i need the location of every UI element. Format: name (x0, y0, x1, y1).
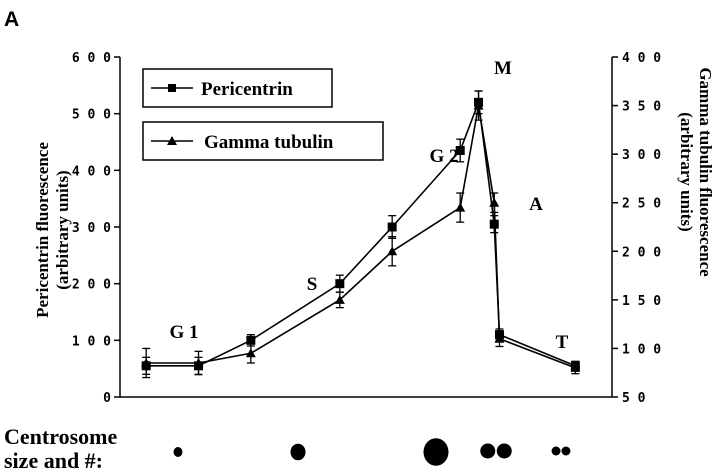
phase-label: M (494, 58, 512, 79)
phase-label: S (307, 274, 318, 295)
left-axis-ticks: 0 1 0 0 2 0 0 3 0 0 4 0 0 5 0 0 6 0 0 (72, 51, 120, 406)
axes (119, 57, 613, 398)
gamma-tubulin-point (489, 197, 500, 207)
centrosome-dot (173, 447, 183, 457)
gamma-tubulin-point (245, 348, 256, 358)
gamma-tubulin-point (387, 246, 398, 256)
series-line-gamma-tubulin (146, 105, 576, 369)
left-axis-title: Pericentrin fluorescence (arbitrary unit… (33, 142, 72, 318)
left-tick-label: 2 0 0 (72, 278, 111, 293)
gamma-tubulin-point (455, 202, 466, 212)
right-tick-label: 1 5 0 (622, 294, 661, 309)
centrosome-dot (496, 443, 512, 459)
right-axis-title: Gamma tubulin fluorescence (arbitrary un… (677, 67, 715, 277)
legend-box-gamma (142, 121, 384, 161)
gamma-tubulin-point (570, 362, 581, 372)
phase-label: T (556, 332, 569, 353)
series-group (141, 90, 581, 379)
pericentrin-point (335, 279, 345, 289)
legend-marker-square (168, 84, 176, 92)
right-tick-label: 4 0 0 (622, 51, 661, 66)
phase-label: G 2 (429, 146, 458, 167)
centrosome-dot (480, 443, 496, 459)
centrosome-row: Centrosome size and #: (4, 424, 571, 471)
legend: Pericentrin Gamma tubulin (142, 68, 384, 161)
gamma-tubulin-point (473, 100, 484, 110)
right-tick-label: 5 0 (622, 391, 646, 406)
gamma-tubulin-point (141, 358, 152, 367)
right-tick-label: 1 0 0 (622, 342, 661, 357)
left-axis-title-line2: (arbitrary units) (53, 170, 72, 289)
left-tick-label: 4 0 0 (72, 164, 111, 179)
right-tick-label: 3 0 0 (622, 148, 661, 163)
centrosome-dot (551, 446, 561, 456)
centrosome-dot (561, 446, 571, 456)
right-tick-label: 2 0 0 (622, 245, 661, 260)
left-tick-label: 0 (103, 391, 111, 406)
centrosome-dots (173, 438, 571, 466)
gamma-tubulin-point (494, 333, 505, 343)
gamma-tubulin-point (334, 294, 345, 304)
left-tick-label: 3 0 0 (72, 221, 111, 236)
phase-labels: G 1 S G 2 M A T (169, 58, 568, 353)
left-tick-label: 5 0 0 (72, 108, 111, 123)
right-axis-ticks: 5 0 1 0 0 1 5 0 2 0 0 2 5 0 3 0 0 3 5 0 4 0 0 (612, 51, 661, 406)
right-axis-title-line2: (arbitrary units) (677, 112, 696, 231)
centrosome-dot (423, 438, 449, 466)
right-tick-label: 2 5 0 (622, 197, 661, 212)
centrosome-label-line1: Centrosome (4, 424, 117, 449)
pericentrin-point (455, 146, 465, 155)
pericentrin-point (489, 219, 499, 229)
left-tick-label: 1 0 0 (72, 334, 111, 349)
centrosome-dot (290, 443, 306, 461)
pericentrin-point (387, 222, 397, 232)
phase-label: A (529, 194, 543, 215)
left-tick-label: 6 0 0 (72, 51, 111, 66)
legend-label-gamma: Gamma tubulin (204, 132, 334, 153)
centrosome-label-line2: size and #: (4, 448, 103, 471)
right-axis-title-line1: Gamma tubulin fluorescence (696, 67, 715, 277)
phase-label: G 1 (169, 322, 198, 343)
pericentrin-point (246, 335, 256, 345)
right-tick-label: 3 5 0 (622, 100, 661, 115)
legend-marker-triangle (167, 136, 177, 145)
panel-label: A (4, 8, 19, 31)
gamma-tubulin-point (193, 358, 204, 367)
left-axis-title-line1: Pericentrin fluorescence (33, 142, 52, 318)
legend-label-pericentrin: Pericentrin (201, 79, 293, 100)
